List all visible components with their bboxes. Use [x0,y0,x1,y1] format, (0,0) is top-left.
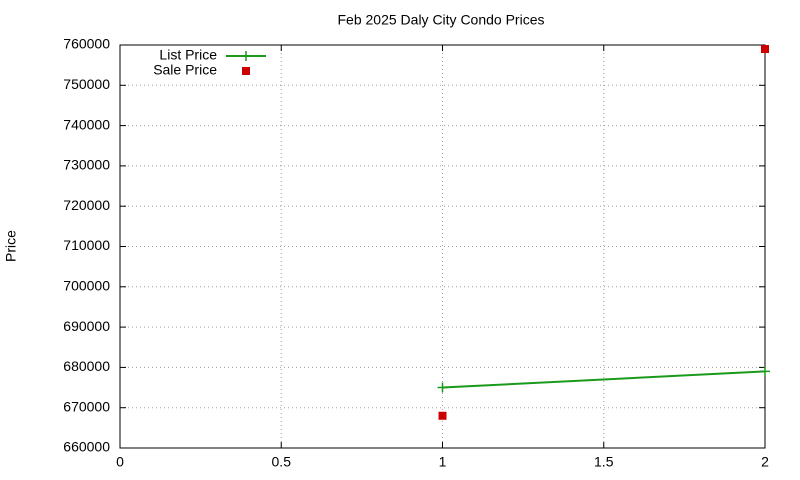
point-marker [761,45,769,54]
y-axis-label: Price [3,230,19,262]
legend-label: List Price [159,47,217,63]
y-tick-label: 750000 [63,76,110,92]
x-tick-label: 1.5 [594,454,614,470]
point-marker [760,366,770,377]
y-tick-label: 730000 [63,157,110,173]
y-tick-label: 760000 [63,36,110,52]
x-tick-label: 0 [116,454,124,470]
y-tick-label: 720000 [63,197,110,213]
point-marker [438,411,447,420]
point-marker [437,382,448,393]
legend-swatch [241,51,251,61]
y-tick-label: 690000 [63,318,110,334]
y-tick-label: 680000 [63,358,110,374]
legend-swatch [242,67,250,75]
y-tick-label: 740000 [63,116,110,132]
y-tick-label: 710000 [63,237,110,253]
chart-title: Feb 2025 Daly City Condo Prices [338,12,545,28]
x-tick-label: 2 [761,454,769,470]
y-tick-label: 700000 [63,278,110,294]
plot-frame [119,44,766,449]
x-tick-label: 1 [439,454,447,470]
y-tick-label: 670000 [63,398,110,414]
y-tick-label: 660000 [63,439,110,455]
x-tick-label: 0.5 [272,454,292,470]
series-line [442,370,766,389]
legend-label: Sale Price [153,62,217,78]
